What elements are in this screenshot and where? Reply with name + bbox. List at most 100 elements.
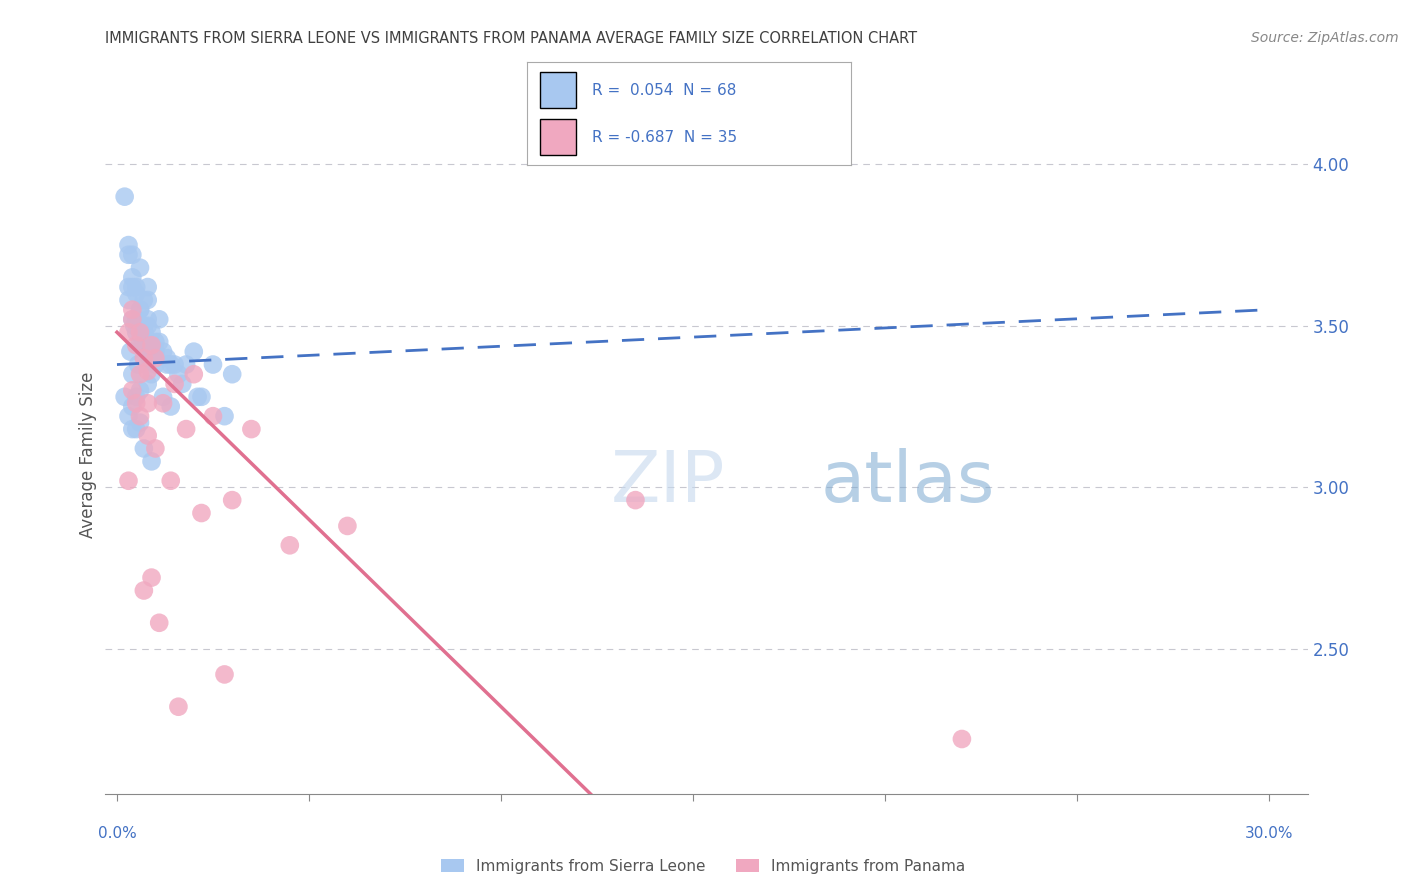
Point: [125, 390, 148, 404]
Point: [183, 344, 205, 359]
Point: [336, 519, 359, 533]
Point: [129, 368, 152, 382]
Point: [152, 390, 174, 404]
Point: [136, 312, 159, 326]
Point: [187, 390, 209, 404]
Point: [136, 376, 159, 391]
Point: [129, 260, 152, 275]
Point: [129, 416, 152, 430]
Point: [214, 667, 236, 681]
Point: [174, 422, 197, 436]
Point: [125, 422, 148, 436]
Point: [121, 400, 143, 414]
Point: [131, 332, 153, 346]
Point: [278, 538, 301, 552]
Point: [132, 442, 155, 456]
Point: [117, 325, 139, 339]
Point: [121, 312, 143, 326]
Point: [129, 384, 152, 398]
Point: [117, 293, 139, 307]
Point: [132, 293, 155, 307]
Point: [127, 358, 149, 372]
Point: [145, 344, 167, 359]
Point: [117, 248, 139, 262]
Point: [201, 358, 224, 372]
Point: [152, 344, 174, 359]
Point: [152, 396, 174, 410]
Point: [624, 493, 647, 508]
Point: [136, 396, 159, 410]
Point: [145, 334, 167, 349]
Point: [132, 318, 155, 333]
Point: [136, 318, 159, 333]
Point: [141, 571, 163, 585]
Point: [136, 364, 159, 378]
Point: [121, 302, 143, 317]
Text: atlas: atlas: [821, 448, 995, 516]
Point: [117, 280, 139, 294]
Point: [136, 293, 159, 307]
Point: [138, 351, 160, 365]
Point: [148, 334, 170, 349]
Point: [141, 454, 163, 468]
Point: [190, 390, 212, 404]
FancyBboxPatch shape: [540, 71, 576, 108]
Point: [125, 286, 148, 301]
Point: [950, 731, 973, 746]
Text: R =  0.054  N = 68: R = 0.054 N = 68: [592, 83, 737, 97]
Point: [121, 270, 143, 285]
Point: [129, 302, 152, 317]
Point: [163, 376, 186, 391]
Point: [135, 338, 157, 352]
Point: [156, 351, 179, 365]
Point: [163, 358, 186, 372]
Point: [121, 384, 143, 398]
Point: [156, 358, 179, 372]
Legend: Immigrants from Sierra Leone, Immigrants from Panama: Immigrants from Sierra Leone, Immigrants…: [434, 853, 972, 880]
Point: [148, 312, 170, 326]
Point: [145, 351, 167, 365]
Point: [121, 280, 143, 294]
Point: [221, 368, 243, 382]
Point: [132, 583, 155, 598]
Point: [240, 422, 263, 436]
Point: [141, 368, 163, 382]
Point: [129, 409, 152, 424]
Point: [125, 312, 148, 326]
Text: 30.0%: 30.0%: [1244, 826, 1294, 841]
Point: [117, 474, 139, 488]
Point: [120, 344, 142, 359]
Point: [159, 358, 181, 372]
Point: [125, 325, 148, 339]
Point: [145, 358, 167, 372]
Point: [121, 312, 143, 326]
Point: [132, 351, 155, 365]
Point: [141, 338, 163, 352]
Point: [174, 358, 197, 372]
FancyBboxPatch shape: [540, 119, 576, 155]
Point: [141, 338, 163, 352]
Point: [201, 409, 224, 424]
Y-axis label: Average Family Size: Average Family Size: [79, 372, 97, 538]
Point: [125, 338, 148, 352]
Point: [172, 376, 194, 391]
Point: [132, 325, 155, 339]
Point: [159, 474, 181, 488]
Point: [145, 442, 167, 456]
Text: 0.0%: 0.0%: [97, 826, 136, 841]
Text: R = -0.687  N = 35: R = -0.687 N = 35: [592, 130, 737, 145]
Point: [117, 409, 139, 424]
Point: [114, 390, 136, 404]
Text: ZIP: ZIP: [610, 448, 725, 516]
Point: [183, 368, 205, 382]
Point: [129, 334, 152, 349]
Point: [148, 615, 170, 630]
Point: [141, 344, 163, 359]
Point: [121, 248, 143, 262]
Point: [125, 280, 148, 294]
Text: Source: ZipAtlas.com: Source: ZipAtlas.com: [1251, 31, 1399, 45]
Point: [129, 302, 152, 317]
Point: [132, 325, 155, 339]
Point: [141, 325, 163, 339]
Point: [221, 493, 243, 508]
